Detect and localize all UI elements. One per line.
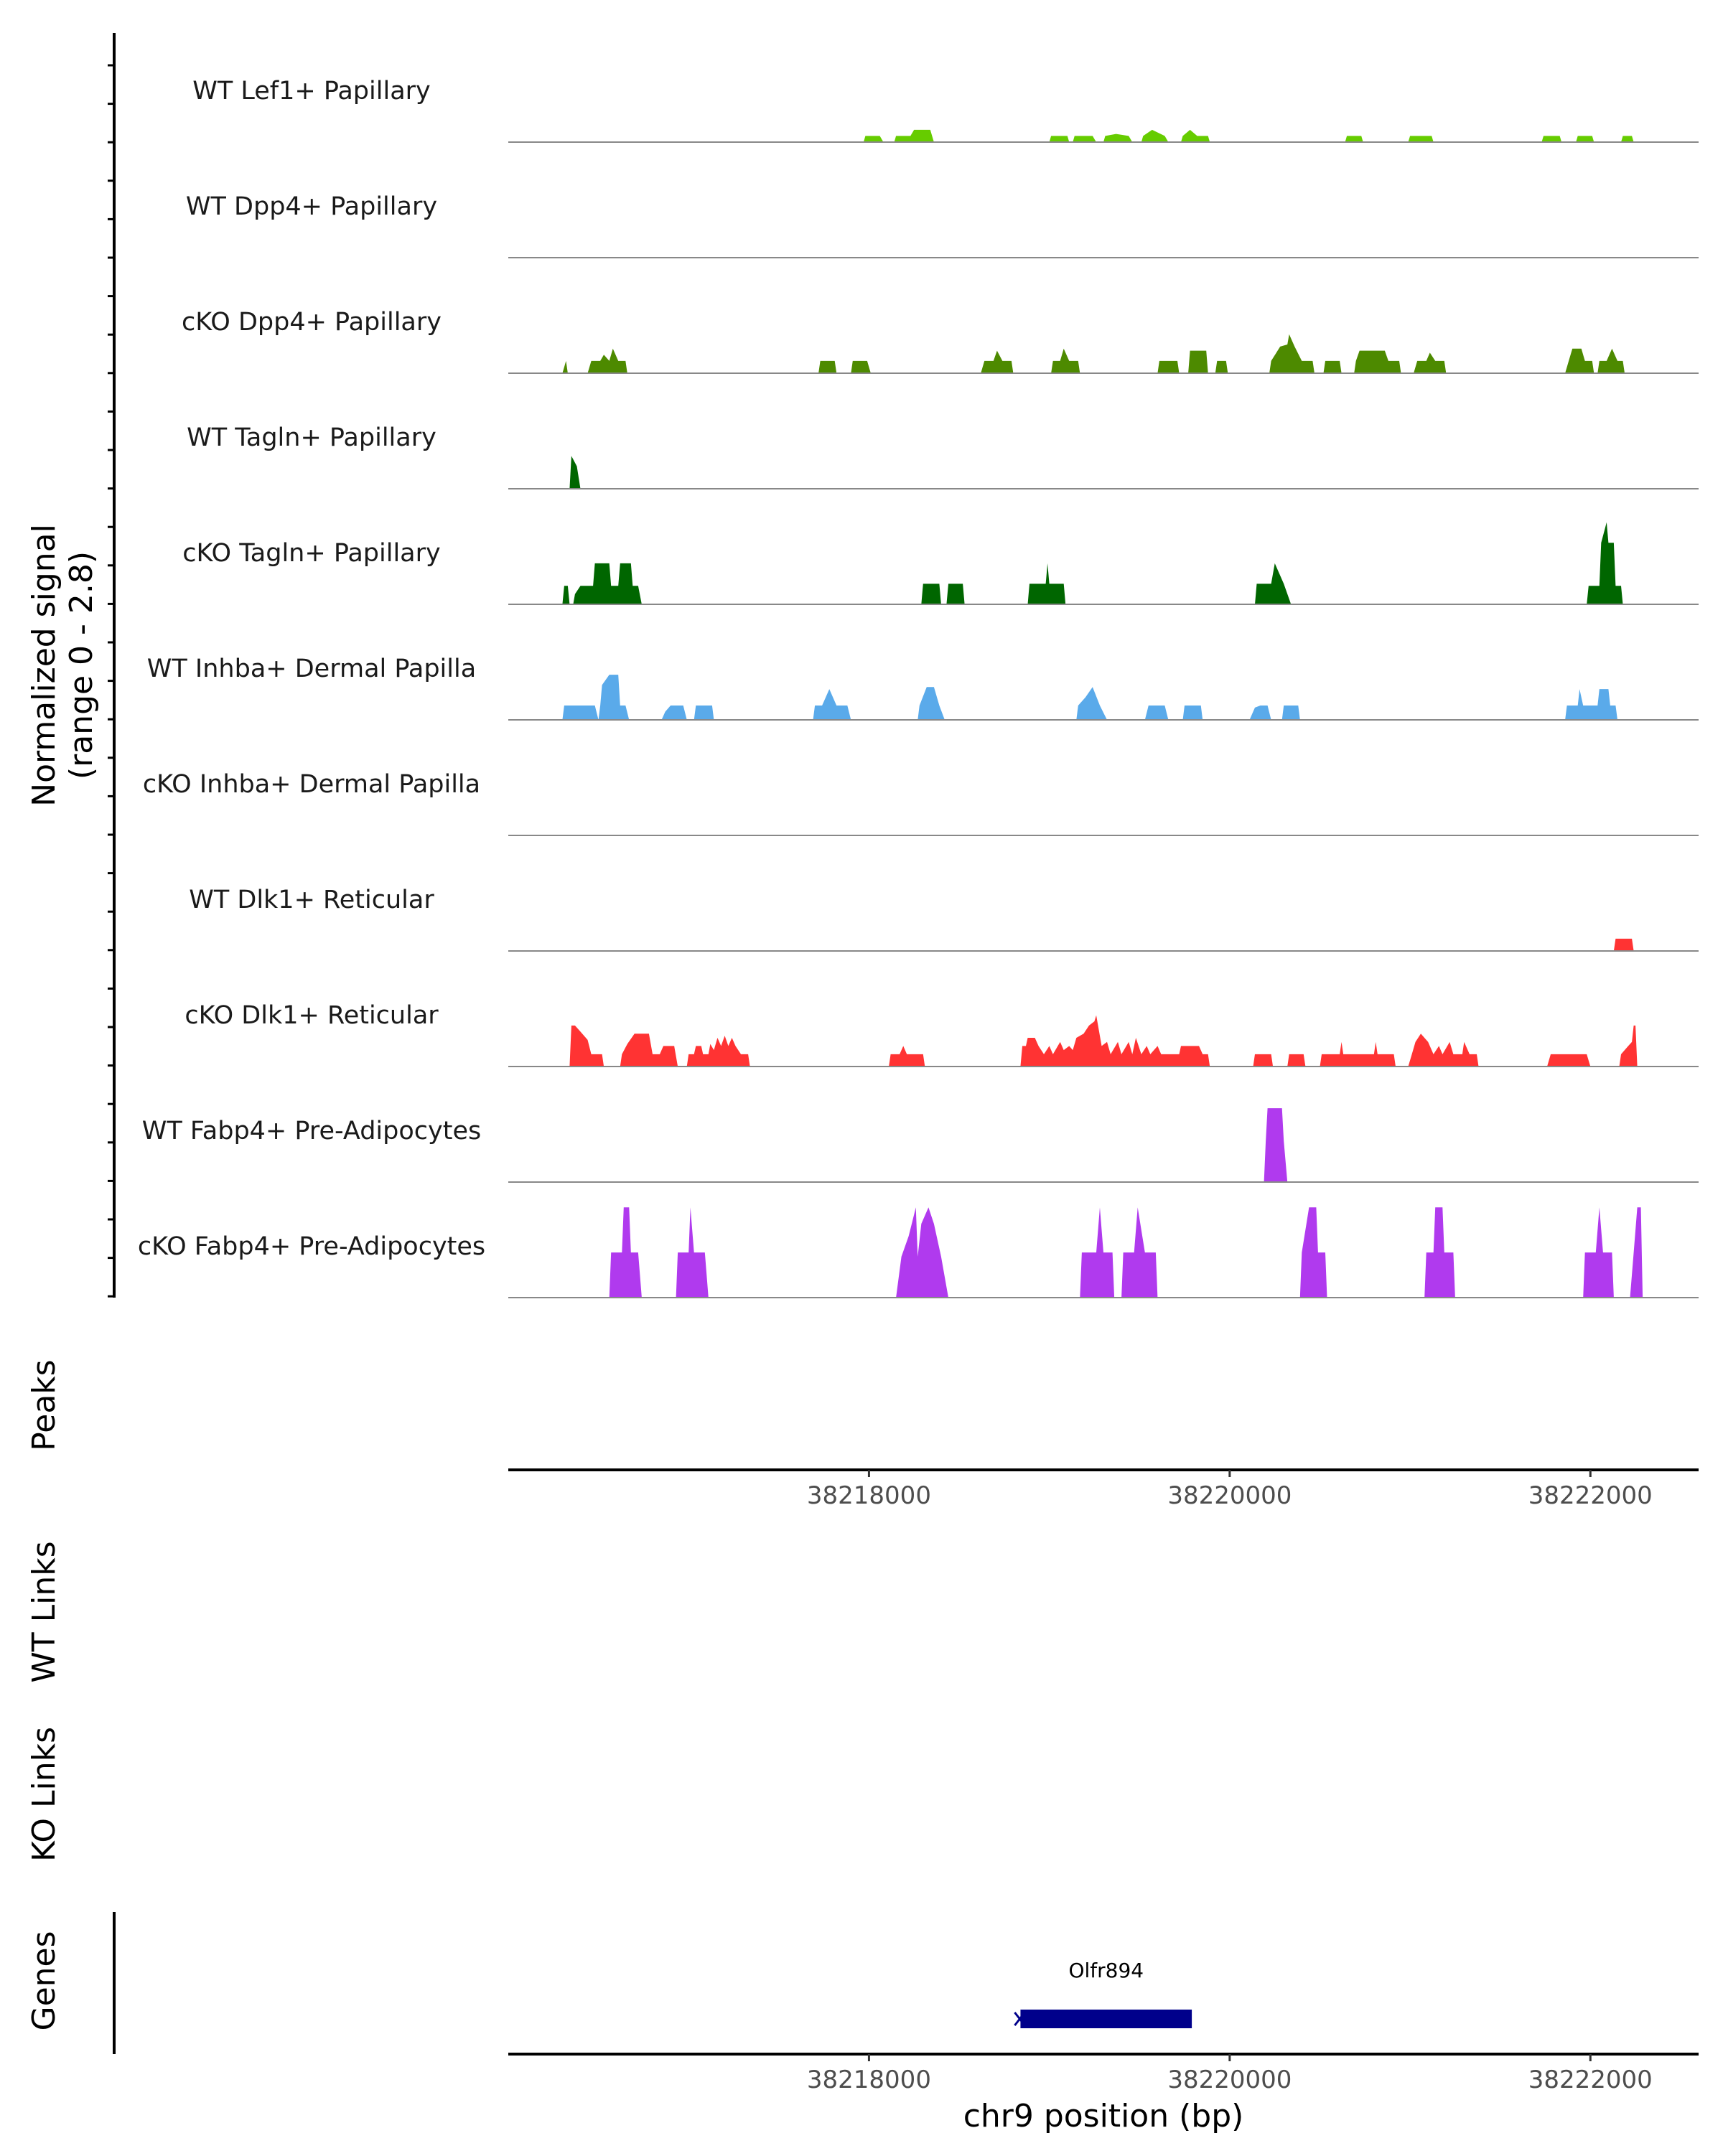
track-label: cKO Dpp4+ Papillary [182, 308, 442, 337]
coverage-area [562, 522, 1623, 604]
coverage-area [1264, 1108, 1288, 1182]
gene-annotations: Olfr894 [1014, 1959, 1192, 2028]
ko-links-track-label: KO Links [26, 1727, 62, 1862]
coverage-area [1613, 938, 1634, 951]
track-label: cKO Fabp4+ Pre-Adipocytes [138, 1232, 485, 1261]
genes-x-axis-tick-label: 38220000 [1167, 2066, 1292, 2094]
gene-strand-arrow [1014, 2012, 1026, 2026]
track-label: WT Inhba+ Dermal Papilla [147, 655, 476, 683]
track-label: WT Dpp4+ Papillary [186, 192, 437, 221]
peaks-x-axis-tick-label: 38222000 [1528, 1481, 1653, 1510]
genes-x-axis-ticks: 38218000 38220000 38222000 [807, 2054, 1653, 2094]
signal-axis-title: Normalized signal [26, 524, 62, 807]
peaks-x-axis-tick-label: 38218000 [807, 1481, 931, 1510]
peaks-x-axis-ticks: 38218000 38220000 38222000 [807, 1470, 1653, 1510]
coverage-area [562, 334, 1625, 373]
coverage-area [569, 456, 581, 489]
track-label: cKO Tagln+ Papillary [182, 539, 441, 568]
genes-track-label: Genes [26, 1931, 62, 2030]
peaks-track-label: Peaks [26, 1359, 62, 1450]
coverage-area [863, 129, 1634, 142]
wt-links-track-label: WT Links [26, 1541, 62, 1682]
track-label: cKO Dlk1+ Reticular [185, 1001, 439, 1030]
signal-axis-range: (range 0 - 2.8) [63, 551, 100, 779]
coverage-tracks: WT Lef1+ Papillary WT Dpp4+ Papillary cKO … [138, 77, 1699, 1298]
gene-body [1020, 2010, 1192, 2028]
genes-x-axis-tick-label: 38218000 [807, 2066, 931, 2094]
x-axis-title: chr9 position (bp) [963, 2098, 1244, 2134]
genes-x-axis-tick-label: 38222000 [1528, 2066, 1653, 2094]
gene-label: Olfr894 [1068, 1959, 1144, 1982]
track-label: cKO Inhba+ Dermal Papilla [143, 770, 480, 799]
coverage-area [609, 1207, 1643, 1298]
track-label: WT Lef1+ Papillary [192, 77, 431, 106]
coverage-area [562, 675, 1617, 720]
track-label: WT Tagln+ Papillary [187, 423, 436, 452]
peaks-x-axis-tick-label: 38220000 [1167, 1481, 1292, 1510]
track-label: WT Dlk1+ Reticular [189, 886, 434, 914]
coverage-area [569, 1015, 1638, 1067]
signal-axis-ticks [108, 64, 114, 1298]
track-label: WT Fabp4+ Pre-Adipocytes [142, 1117, 481, 1145]
